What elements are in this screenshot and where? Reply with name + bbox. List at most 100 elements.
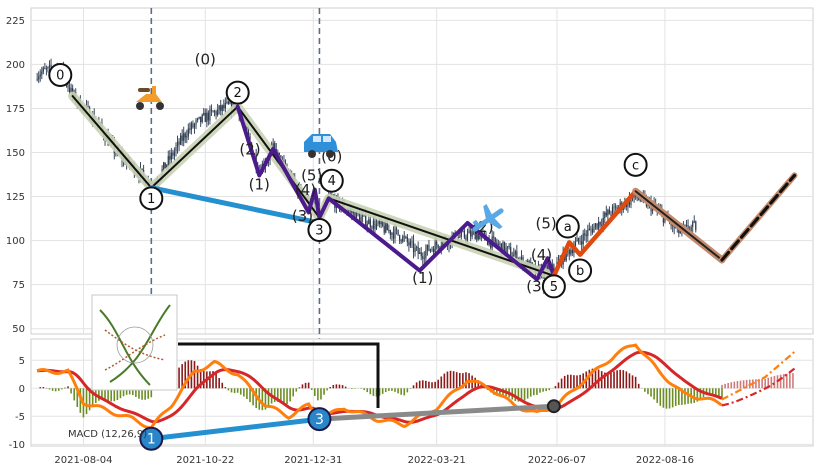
candle-body xyxy=(505,247,507,253)
macd-histogram-bar xyxy=(418,380,421,389)
macd-y-tick-label: 0 xyxy=(19,384,25,395)
macd-histogram-bar xyxy=(449,370,452,389)
macd-histogram-bar xyxy=(307,382,310,389)
candle-body xyxy=(471,231,473,237)
candle-body xyxy=(679,230,681,234)
elliott-line-purple-waves xyxy=(235,104,556,282)
candle-body xyxy=(378,221,381,225)
macd-histogram-bar xyxy=(116,388,119,401)
candle-body xyxy=(587,229,589,237)
price-y-tick-label: 150 xyxy=(6,148,25,159)
macd-histogram-bar xyxy=(298,387,301,389)
candle-body xyxy=(48,65,51,67)
macd-annotations: 13 xyxy=(139,399,561,451)
candle-body xyxy=(462,230,464,232)
macd-histogram-bar xyxy=(104,388,106,400)
candle-body xyxy=(591,229,594,233)
candle-body xyxy=(368,219,370,225)
candle-body xyxy=(502,241,504,254)
candle-body xyxy=(425,250,427,258)
decorative-icons xyxy=(136,86,504,232)
wave-circle-marker xyxy=(555,214,580,239)
macd-histogram-bar xyxy=(76,388,79,408)
macd-histogram-bar xyxy=(391,388,393,391)
macd-histogram-bar xyxy=(403,388,406,396)
candle-body xyxy=(429,249,432,251)
candle-body xyxy=(209,109,211,121)
macd-histogram-bar xyxy=(557,382,560,389)
candle-body xyxy=(386,223,388,231)
candle-body xyxy=(594,223,597,227)
date-x-ticks: 2021-08-04 2021-10-22 2021-12-31 2022-03-21… xyxy=(54,455,694,466)
macd-histogram-bar xyxy=(570,374,572,389)
candle-body xyxy=(414,247,416,252)
candle-body xyxy=(195,120,197,125)
wave-circle-label: 5 xyxy=(550,280,558,295)
macd-histogram-bar xyxy=(637,383,640,389)
candle-body xyxy=(459,236,461,238)
macd-histogram-bar xyxy=(317,388,319,401)
candle-body xyxy=(176,141,179,147)
date-x-tick-label: 2022-08-16 xyxy=(636,455,694,466)
macd-projected-histogram-bar xyxy=(727,382,729,389)
candle-body xyxy=(189,128,191,130)
macd-histogram-bar xyxy=(73,388,75,401)
macd-histogram-bar xyxy=(554,386,557,389)
candle-body xyxy=(394,228,396,239)
macd-histogram-bar xyxy=(517,388,520,402)
macd-histogram-bar xyxy=(360,388,362,389)
macd-projected-histogram-bar xyxy=(736,381,739,389)
candle-body xyxy=(229,101,231,104)
candle-body xyxy=(571,249,573,253)
candle-body xyxy=(388,230,390,231)
wave-label: (0) xyxy=(195,50,216,68)
macd-y-ticks: 5 0 -5 -10 xyxy=(9,356,25,451)
candle-body xyxy=(406,236,408,243)
macd-histogram-bar xyxy=(384,388,387,393)
candle-body xyxy=(360,216,362,222)
candle-body xyxy=(437,245,439,248)
candle-body xyxy=(217,109,219,116)
candle-body xyxy=(639,199,641,201)
candle-body xyxy=(616,207,618,211)
candle-body xyxy=(180,135,182,145)
candle-body xyxy=(499,243,501,245)
candle-body xyxy=(690,226,692,232)
macd-projected-histogram-bar xyxy=(773,375,776,389)
macd-histogram-bar xyxy=(323,388,325,395)
candle-body xyxy=(249,135,251,143)
macd-histogram-bar xyxy=(542,388,544,392)
candle-body xyxy=(164,162,166,169)
macd-projected-histogram-bar xyxy=(782,374,785,389)
macd-histogram-bar xyxy=(699,388,702,400)
candle-body xyxy=(203,112,205,115)
macd-histogram-bar xyxy=(332,384,335,389)
candle-body xyxy=(605,212,607,216)
wave-label: (2) xyxy=(239,140,260,158)
candle-body xyxy=(371,227,373,229)
wave-circle-marker xyxy=(225,80,250,105)
macd-histogram-bar xyxy=(202,370,205,389)
candle-body xyxy=(585,234,587,237)
macd-histogram-bar xyxy=(474,377,477,389)
macd-histogram-bar xyxy=(88,388,91,411)
macd-signal-projection xyxy=(721,367,796,407)
candle-body xyxy=(187,128,189,137)
candle-body xyxy=(593,226,595,233)
macd-histogram-bar xyxy=(477,380,480,389)
macd-histogram-bar xyxy=(668,388,671,409)
candle-body xyxy=(210,109,213,111)
macd-projected-histogram-bar xyxy=(764,378,766,389)
macd-histogram-bar xyxy=(261,388,264,411)
candle-body xyxy=(460,231,462,237)
macd-histogram-bar xyxy=(693,388,696,403)
macd-projected-histogram-bar xyxy=(758,379,760,389)
candle-body xyxy=(362,215,364,217)
macd-histogram-bar xyxy=(246,388,248,400)
elliott-line-blue-divergence xyxy=(148,185,322,226)
macd-histogram-bar xyxy=(181,364,183,389)
macd-histogram-bar xyxy=(526,388,529,399)
candle-body xyxy=(163,162,165,170)
candle-body xyxy=(545,265,547,267)
candle-body xyxy=(272,143,274,148)
